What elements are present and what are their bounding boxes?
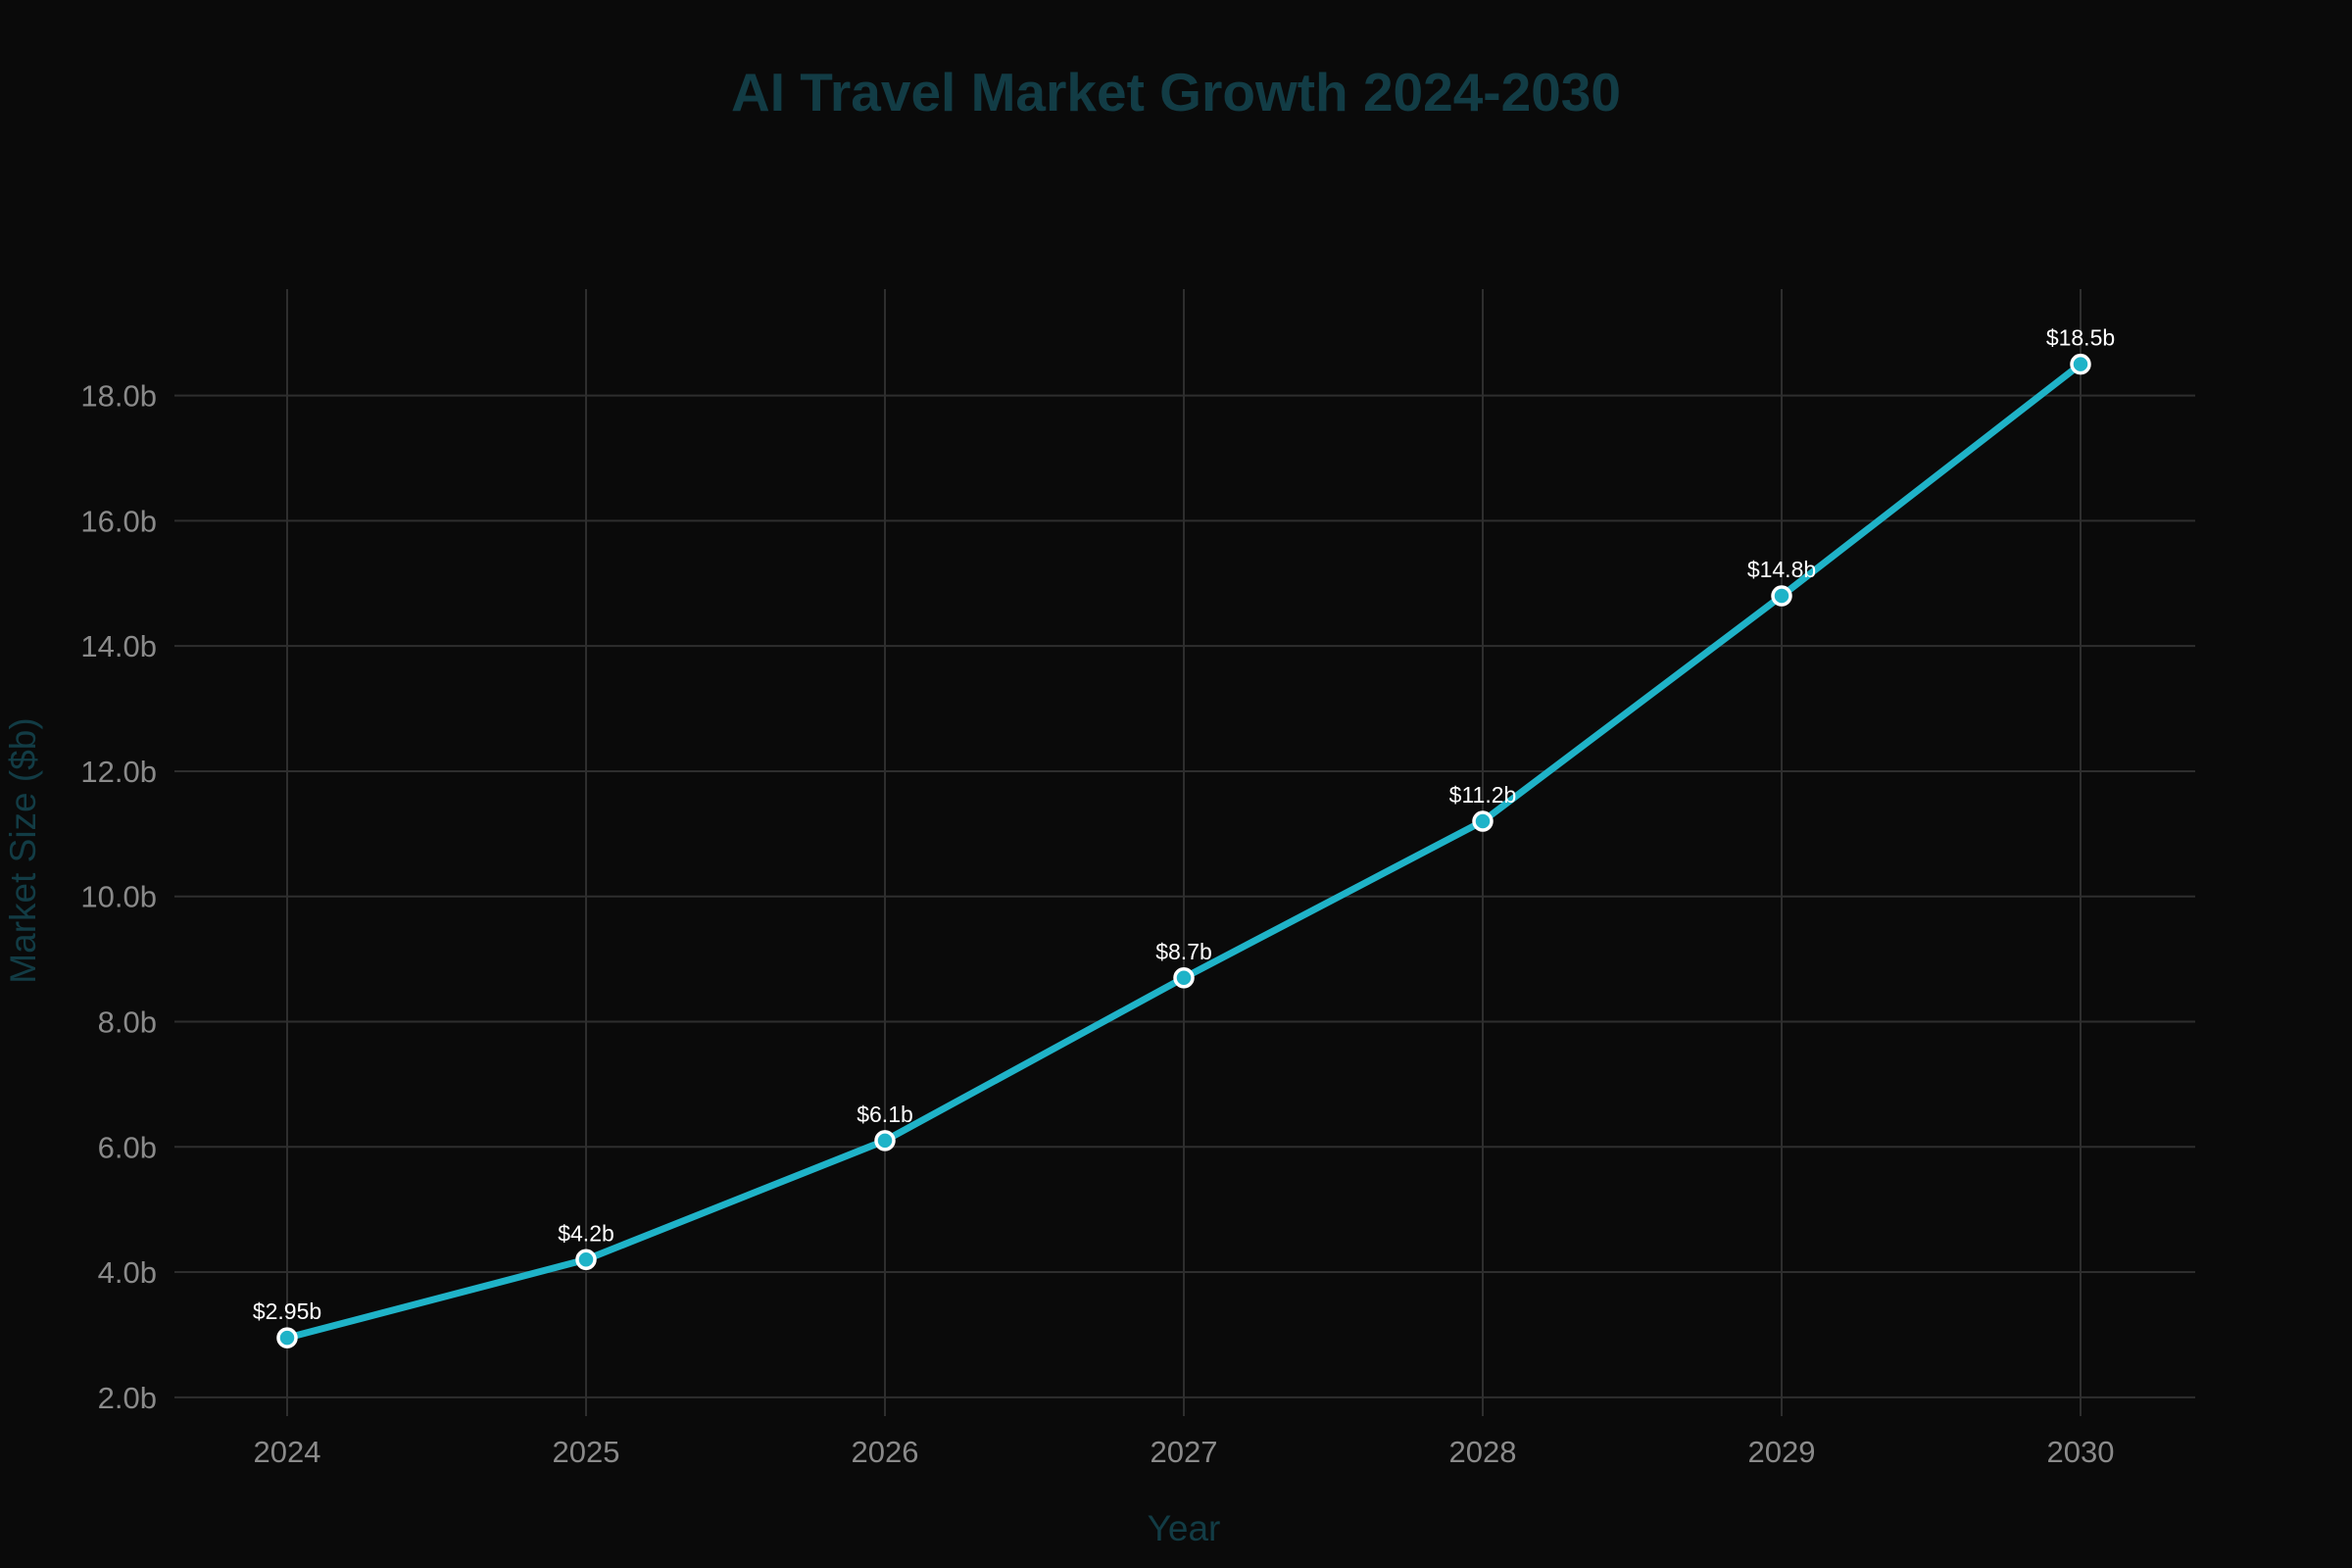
data-label: $2.95b	[253, 1298, 321, 1324]
x-tick-label: 2027	[1151, 1435, 1218, 1469]
x-tick-label: 2030	[2047, 1435, 2115, 1469]
series-market-size	[276, 353, 2091, 1348]
data-point	[1472, 810, 1494, 832]
y-tick-label: 12.0b	[80, 755, 157, 789]
data-label: $14.8b	[1747, 557, 1816, 582]
y-tick-label: 14.0b	[80, 629, 157, 663]
data-label: $18.5b	[2046, 325, 2115, 351]
data-point	[575, 1249, 597, 1271]
chart-title: AI Travel Market Growth 2024-2030	[731, 62, 1621, 122]
y-tick-label: 2.0b	[98, 1381, 157, 1415]
data-labels: $2.95b $4.2b $6.1b $8.7b $11.2b $14.8b $18.5b	[253, 325, 2115, 1324]
y-tick-label: 16.0b	[80, 504, 157, 538]
data-point	[1771, 585, 1792, 607]
data-point	[1173, 967, 1195, 989]
grid-lines	[174, 289, 2195, 1416]
data-label: $6.1b	[857, 1102, 913, 1127]
y-tick-label: 8.0b	[98, 1005, 157, 1040]
data-label: $8.7b	[1155, 939, 1212, 964]
data-point	[276, 1327, 298, 1348]
x-tick-label: 2029	[1748, 1435, 1816, 1469]
x-tick-label: 2025	[553, 1435, 620, 1469]
data-point	[874, 1130, 896, 1152]
x-tick-label: 2028	[1449, 1435, 1517, 1469]
y-axis-title: Market Size ($b)	[3, 717, 43, 983]
data-point	[2070, 353, 2091, 375]
y-tick-label: 10.0b	[80, 880, 157, 914]
x-tick-label: 2024	[254, 1435, 321, 1469]
axes: 2.0b 4.0b 6.0b 8.0b 10.0b 12.0b 14.0b 16.0b 18.0…	[80, 379, 2114, 1469]
data-label: $11.2b	[1449, 782, 1517, 808]
y-tick-label: 4.0b	[98, 1255, 157, 1290]
x-tick-label: 2026	[852, 1435, 919, 1469]
x-axis-title: Year	[1148, 1508, 1221, 1548]
y-tick-label: 18.0b	[80, 379, 157, 414]
data-label: $4.2b	[558, 1220, 614, 1246]
y-tick-label: 6.0b	[98, 1130, 157, 1164]
